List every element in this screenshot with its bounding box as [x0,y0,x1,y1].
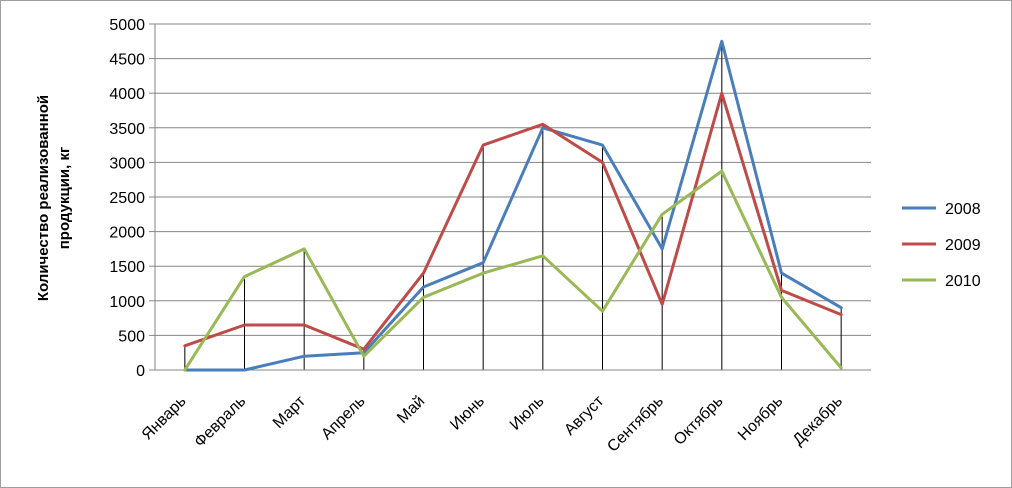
y-tick-label: 1000 [109,294,145,311]
x-tick-label: Ноябрь [735,393,786,444]
series-lines [183,39,843,372]
legend-label-2009: 2009 [945,237,981,254]
y-tick-label: 500 [118,328,145,345]
y-axis-label-line1: Количество реализованной [35,95,52,301]
x-tick-label: Март [270,392,310,432]
y-tick-label: 5000 [109,17,145,34]
legend: 2008 2009 2010 [902,201,981,290]
series-line-2010 [183,169,843,372]
y-tick-label: 2000 [109,225,145,242]
x-tick-label: Декабрь [790,393,846,449]
y-tick-label: 0 [136,363,145,380]
y-tick-label: 3000 [109,155,145,172]
y-axis-label-line2: продукции, кг [56,147,73,250]
y-tick-label: 4500 [109,52,145,69]
x-tick-label: Май [394,393,428,427]
x-tick-label: Октябрь [671,393,727,449]
drop-lines [184,41,842,370]
y-tick-labels: 0 500 1000 1500 2000 2500 3000 3500 4000 4500 5000 [109,17,145,380]
x-tick-label: Апрель [318,393,368,443]
series-line-2008 [183,39,843,372]
legend-label-2010: 2010 [945,273,981,290]
y-tick-label: 2500 [109,190,145,207]
y-tick-label: 4000 [109,86,145,103]
x-tick-labels: Январь Февраль Март Апрель Май Июнь Июль Август… [139,392,846,455]
x-tick-label: Февраль [191,393,249,451]
gridlines [155,23,871,336]
y-tick-label: 3500 [109,121,145,138]
x-tick-label: Июль [507,393,548,434]
x-tick-label: Январь [139,393,190,444]
x-tick-label: Июнь [447,393,488,434]
y-tick-label: 1500 [109,259,145,276]
x-tick-label: Август [561,392,608,439]
legend-label-2008: 2008 [945,201,981,218]
x-tick-label: Сентябрь [604,393,667,456]
axes [149,23,871,371]
series-line-2009 [183,91,843,351]
